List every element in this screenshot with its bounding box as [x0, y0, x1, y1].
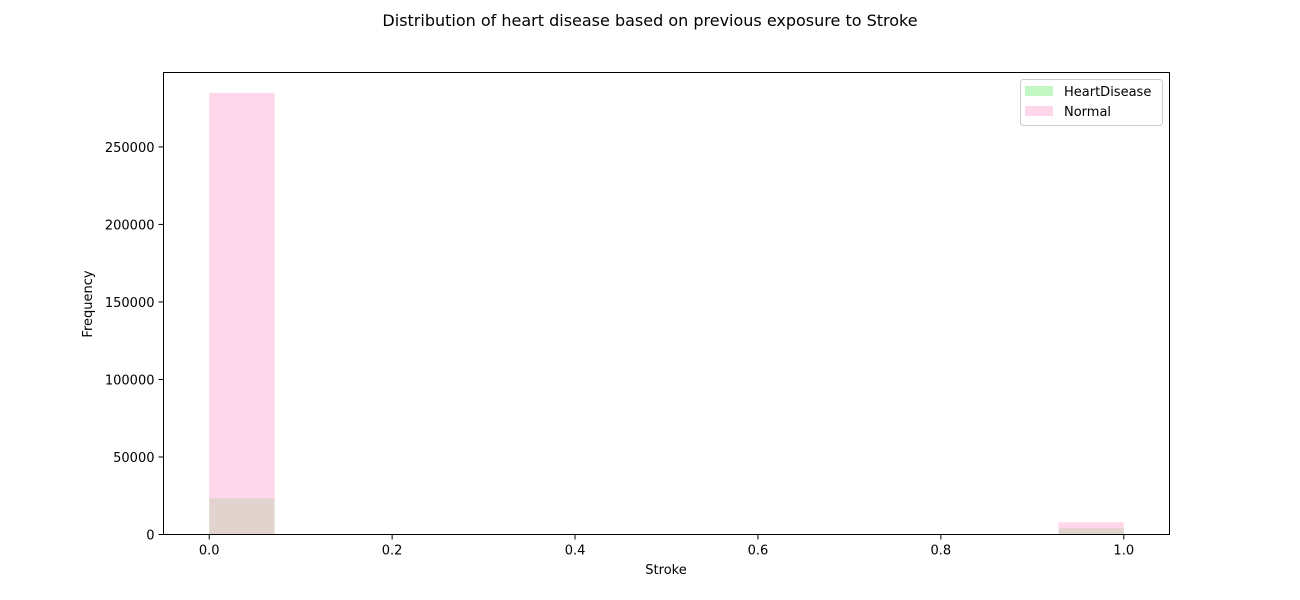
y-tick-label: 250000	[105, 141, 155, 156]
y-tick-label: 0	[146, 529, 154, 544]
legend-label-normal: Normal	[1064, 105, 1111, 120]
bar-normal-0	[209, 92, 275, 535]
x-tick-label: 1.0	[1113, 544, 1134, 559]
plot-frame	[163, 72, 1170, 535]
bars-group	[209, 92, 1124, 535]
legend-swatch-heartdisease	[1025, 86, 1053, 96]
y-tick-label: 50000	[113, 451, 154, 466]
y-axis: 0 50000 100000 150000 200000 250000	[105, 141, 164, 544]
bar-normal-1	[1058, 522, 1124, 535]
legend-swatch-normal	[1025, 106, 1053, 116]
x-tick-label: 0.8	[931, 544, 952, 559]
y-tick-label: 200000	[105, 218, 155, 233]
x-tick-label: 0.6	[748, 544, 769, 559]
x-axis-label: Stroke	[645, 563, 686, 578]
chart-title: Distribution of heart disease based on p…	[382, 11, 917, 30]
y-axis-label: Frequency	[81, 270, 96, 337]
x-axis: 0.0 0.2 0.4 0.6 0.8 1.0	[199, 534, 1134, 559]
x-tick-label: 0.4	[565, 544, 586, 559]
y-tick-label: 100000	[105, 373, 155, 388]
x-tick-label: 0.2	[382, 544, 403, 559]
x-tick-label: 0.0	[199, 544, 220, 559]
legend-label-heartdisease: HeartDisease	[1064, 85, 1151, 100]
legend: HeartDisease Normal	[1020, 79, 1163, 126]
legend-box	[1020, 79, 1163, 126]
y-tick-label: 150000	[105, 296, 155, 311]
